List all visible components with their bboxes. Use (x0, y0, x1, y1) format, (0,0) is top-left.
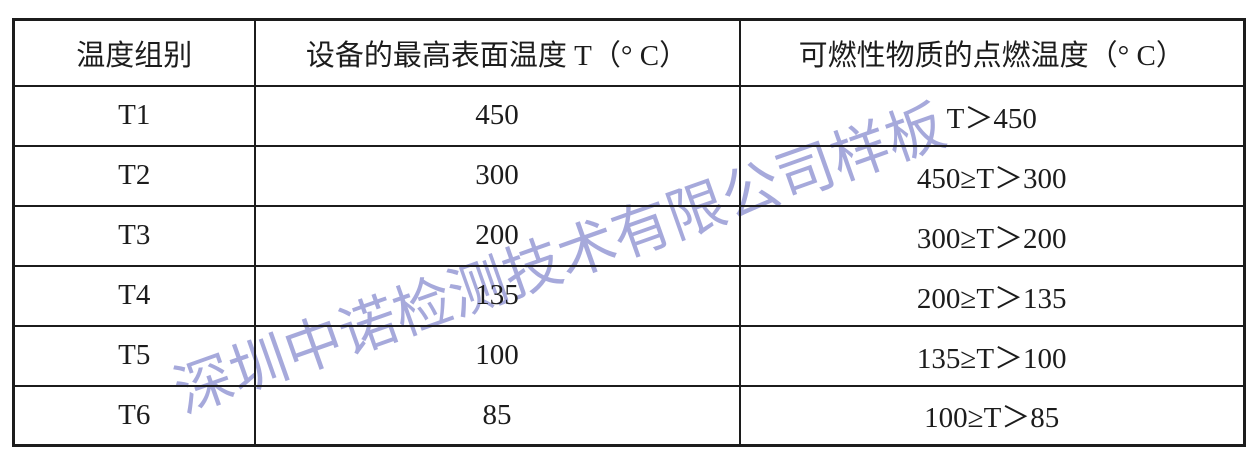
table-row: T2 300 450≥T＞300 (12, 144, 1246, 207)
ignition-temp-cell: 200≥T＞135 (738, 264, 1246, 327)
temp-group-cell: T1 (12, 84, 256, 147)
temperature-class-table: 温度组别 设备的最高表面温度 T（° C） 可燃性物质的点燃温度（° C） T1… (12, 18, 1246, 447)
ignition-temp-cell: 100≥T＞85 (738, 384, 1246, 447)
surface-temp-cell: 300 (253, 144, 741, 207)
ignition-temp-cell: 450≥T＞300 (738, 144, 1246, 207)
temp-group-cell: T4 (12, 264, 256, 327)
col-header-max-surface-temperature: 设备的最高表面温度 T（° C） (253, 18, 741, 87)
table-row: T3 200 300≥T＞200 (12, 204, 1246, 267)
table-row: T5 100 135≥T＞100 (12, 324, 1246, 387)
ignition-temp-cell: 135≥T＞100 (738, 324, 1246, 387)
table-row: T6 85 100≥T＞85 (12, 384, 1246, 447)
table-header-row: 温度组别 设备的最高表面温度 T（° C） 可燃性物质的点燃温度（° C） (12, 18, 1246, 87)
temp-group-cell: T5 (12, 324, 256, 387)
temp-group-cell: T6 (12, 384, 256, 447)
ignition-temp-cell: 300≥T＞200 (738, 204, 1246, 267)
table-row: T1 450 T＞450 (12, 84, 1246, 147)
surface-temp-cell: 100 (253, 324, 741, 387)
col-header-temperature-group: 温度组别 (12, 18, 256, 87)
temp-group-cell: T3 (12, 204, 256, 267)
surface-temp-cell: 450 (253, 84, 741, 147)
temp-group-cell: T2 (12, 144, 256, 207)
ignition-temp-cell: T＞450 (738, 84, 1246, 147)
surface-temp-cell: 200 (253, 204, 741, 267)
surface-temp-cell: 85 (253, 384, 741, 447)
surface-temp-cell: 135 (253, 264, 741, 327)
col-header-ignition-temperature: 可燃性物质的点燃温度（° C） (738, 18, 1246, 87)
table-row: T4 135 200≥T＞135 (12, 264, 1246, 327)
